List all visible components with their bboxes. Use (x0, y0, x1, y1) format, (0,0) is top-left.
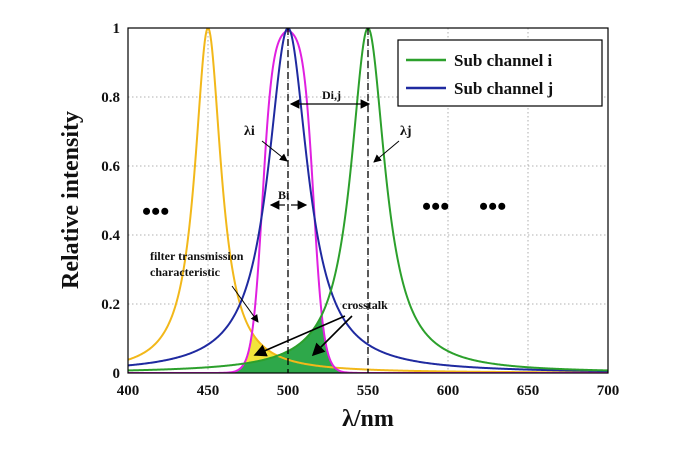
y-tick-label: 0.4 (101, 228, 120, 244)
x-tick-label: 650 (517, 383, 540, 399)
ellipsis-right-1: ••• (422, 192, 449, 221)
y-tick-label: 0 (113, 366, 121, 382)
y-tick-label: 0.2 (101, 297, 120, 313)
ellipsis-right-2: ••• (479, 192, 506, 221)
y-tick-label: 0.8 (101, 90, 120, 106)
lambda-j-label: λj (400, 124, 412, 139)
x-tick-label: 400 (117, 383, 140, 399)
x-tick-label: 550 (357, 383, 380, 399)
x-tick-label: 450 (197, 383, 220, 399)
ellipsis-left: ••• (142, 197, 169, 226)
crosstalk-chart: 400 450 500 550 600 650 700 0 0.2 0.4 0.6 0.8 1 λ/nm… (0, 0, 675, 457)
x-tick-label: 700 (597, 383, 620, 399)
y-axis-title: Relative intensity (58, 111, 84, 289)
y-tick-label: 1 (113, 21, 121, 37)
legend-label-sub-channel-i: Sub channel i (454, 51, 553, 70)
y-tick-label: 0.6 (101, 159, 120, 175)
filter-label-line2: characteristic (150, 265, 221, 279)
legend-label-sub-channel-j: Sub channel j (454, 79, 553, 98)
filter-label-line1: filter transmission (150, 249, 244, 263)
d-ij-label: Di,j (322, 88, 341, 102)
b-i-label: Bi (278, 188, 290, 202)
x-axis-title: λ/nm (342, 406, 394, 432)
crosstalk-label: crosstalk (342, 298, 388, 312)
legend: Sub channel i Sub channel j (398, 40, 602, 106)
x-tick-label: 500 (277, 383, 300, 399)
x-tick-label: 600 (437, 383, 460, 399)
lambda-i-label: λi (244, 124, 255, 139)
